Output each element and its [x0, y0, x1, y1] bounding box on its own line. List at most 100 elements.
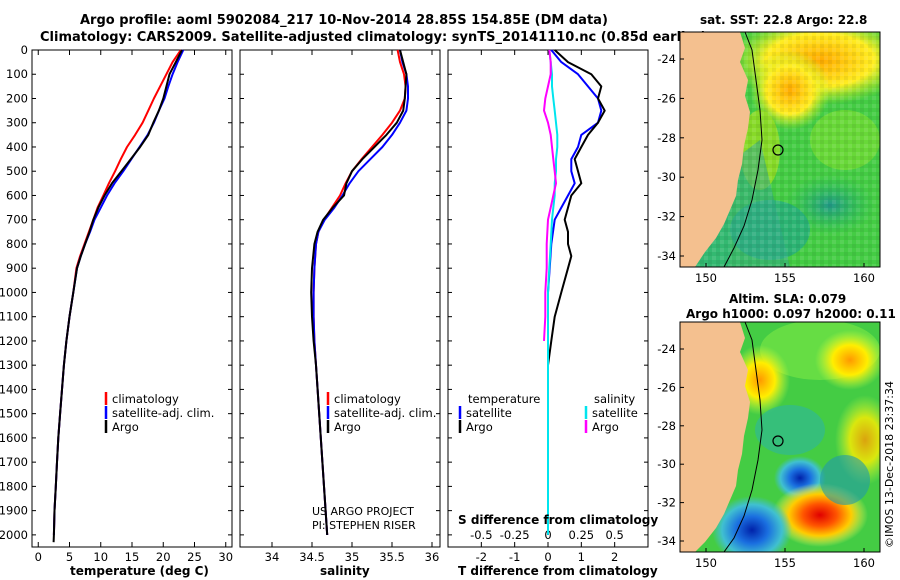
- x-tick-label: 20: [156, 550, 171, 564]
- sst-contour: [723, 32, 763, 267]
- series-line-satellite-adj-clim-: [312, 49, 409, 535]
- depth-axis: 0 100 200 300 400 500 600 700 800 900 1000 1100 1200…: [0, 43, 648, 542]
- float-position-marker: [772, 144, 784, 156]
- lat-tick-label: -30: [657, 170, 676, 184]
- lat-tick-label: -26: [657, 380, 676, 394]
- credit-pi: PI: STEPHEN RISER: [312, 519, 416, 532]
- legend-sal-satellite: satellite: [592, 406, 638, 420]
- lat-tick-label: -28: [657, 131, 676, 145]
- lat-tick-label: -24: [657, 342, 676, 356]
- top-x-tick-label: -0.25: [500, 528, 530, 542]
- lat-tick-label: -32: [657, 210, 676, 224]
- top-x-tick-label: 0.25: [569, 528, 595, 542]
- legend-salinity-title: salinity: [594, 392, 635, 406]
- legend-argo: Argo: [112, 420, 139, 434]
- legend-temperature-title: temperature: [468, 392, 540, 406]
- header-line-2: Climatology: CARS2009. Satellite-adjuste…: [40, 30, 707, 45]
- lon-tick-label: 150: [695, 556, 717, 570]
- lon-tick-label: 160: [853, 556, 875, 570]
- depth-tick-label: 2000: [0, 528, 28, 542]
- lat-tick-label: -32: [657, 496, 676, 510]
- depth-tick-label: 100: [6, 67, 28, 81]
- lon-tick-label: 155: [774, 556, 796, 570]
- depth-tick-label: 0: [21, 43, 28, 57]
- sla-lon-axis: 150 155 160: [695, 548, 875, 570]
- difference-x-axis: -2 -1 0 1 2: [476, 50, 618, 564]
- lat-tick-label: -34: [657, 534, 676, 548]
- depth-tick-label: 800: [6, 237, 28, 251]
- salinity-legend: climatology satellite-adj. clim. Argo: [326, 392, 436, 434]
- lat-tick-label: -24: [657, 52, 676, 66]
- float-position-marker: [772, 435, 784, 447]
- temperature-x-axis: 0 5 10 15 20 25 30: [35, 50, 233, 564]
- x-tick-label: 2: [611, 550, 618, 564]
- depth-tick-label: 600: [6, 188, 28, 202]
- x-tick-label: 35.5: [379, 550, 405, 564]
- sst-lon-axis: 150 155 160: [695, 263, 875, 285]
- depth-tick-label: 1400: [0, 382, 28, 396]
- sla-map-title-1: Altim. SLA: 0.079: [729, 292, 846, 306]
- temperature-panel-frame: [31, 49, 233, 548]
- x-tick-label: -2: [476, 550, 487, 564]
- lat-tick-label: -28: [657, 419, 676, 433]
- temperature-x-label: temperature (deg C): [70, 564, 209, 578]
- depth-tick-label: 1600: [0, 431, 28, 445]
- temperature-series: [52, 49, 185, 543]
- top-x-tick-label: 0.5: [606, 528, 624, 542]
- depth-tick-label: 1100: [0, 310, 28, 324]
- header-line-1: Argo profile: aoml 5902084_217 10-Nov-20…: [80, 13, 608, 28]
- australia-landmass: [680, 322, 750, 552]
- depth-tick-label: 1700: [0, 455, 28, 469]
- lon-tick-label: 155: [774, 271, 796, 285]
- x-tick-label: 1: [578, 550, 585, 564]
- sla-map: [680, 322, 880, 552]
- difference-legend-temperature: temperature satellite Argo: [458, 392, 540, 434]
- sla-map-title-2: Argo h1000: 0.097 h2000: 0.11: [686, 307, 896, 321]
- difference-x-label: T difference from climatology: [458, 564, 658, 578]
- x-tick-label: 30: [218, 550, 233, 564]
- lon-tick-label: 150: [695, 271, 717, 285]
- series-line-argo: [52, 49, 183, 543]
- depth-tick-label: 1500: [0, 407, 28, 421]
- depth-tick-label: 400: [6, 140, 28, 154]
- salinity-x-label: salinity: [320, 564, 370, 578]
- lat-tick-label: -34: [657, 249, 676, 263]
- x-tick-label: 36: [425, 550, 440, 564]
- depth-tick-label: 1000: [0, 285, 28, 299]
- sla-lat-axis: -24 -26 -28 -30 -32 -34: [657, 342, 684, 548]
- series-line-salinity-satellite: [547, 49, 559, 535]
- x-tick-label: 25: [187, 550, 202, 564]
- difference-legend-salinity: salinity satellite Argo: [584, 392, 638, 434]
- depth-tick-label: 1900: [0, 504, 28, 518]
- legend-sal-argo: Argo: [592, 420, 619, 434]
- depth-tick-label: 700: [6, 213, 28, 227]
- legend-argo: Argo: [334, 420, 361, 434]
- x-tick-label: 0: [544, 550, 551, 564]
- difference-series: [543, 49, 606, 535]
- x-tick-label: 35: [345, 550, 360, 564]
- top-x-tick-label: -0.5: [470, 528, 492, 542]
- sst-map: [680, 32, 880, 267]
- salinity-x-axis: 34 34.5 35 35.5 36: [265, 50, 440, 564]
- depth-tick-label: 200: [6, 91, 28, 105]
- x-tick-label: 34: [265, 550, 280, 564]
- legend-climatology: climatology: [334, 392, 401, 406]
- legend-satellite: satellite-adj. clim.: [112, 406, 214, 420]
- difference-top-label: S difference from climatology: [458, 513, 658, 527]
- x-tick-label: 15: [125, 550, 140, 564]
- series-line-argo: [310, 49, 408, 535]
- series-line-temperature-argo: [547, 49, 606, 535]
- sst-map-title: sat. SST: 22.8 Argo: 22.8: [700, 13, 867, 27]
- lat-tick-label: -26: [657, 91, 676, 105]
- sst-lat-axis: -24 -26 -28 -30 -32 -34: [657, 52, 684, 263]
- series-line-salinity-argo: [543, 49, 557, 341]
- x-tick-label: -1: [509, 550, 520, 564]
- x-tick-label: 0: [35, 550, 42, 564]
- depth-tick-label: 1200: [0, 334, 28, 348]
- difference-top-axis: -0.5 -0.25 0 0.25 0.5: [470, 528, 624, 542]
- lat-tick-label: -30: [657, 457, 676, 471]
- x-tick-label: 34.5: [299, 550, 325, 564]
- credit-imos: ©IMOS 13-Dec-2018 23:37:34: [883, 381, 896, 548]
- x-tick-label: 10: [93, 550, 108, 564]
